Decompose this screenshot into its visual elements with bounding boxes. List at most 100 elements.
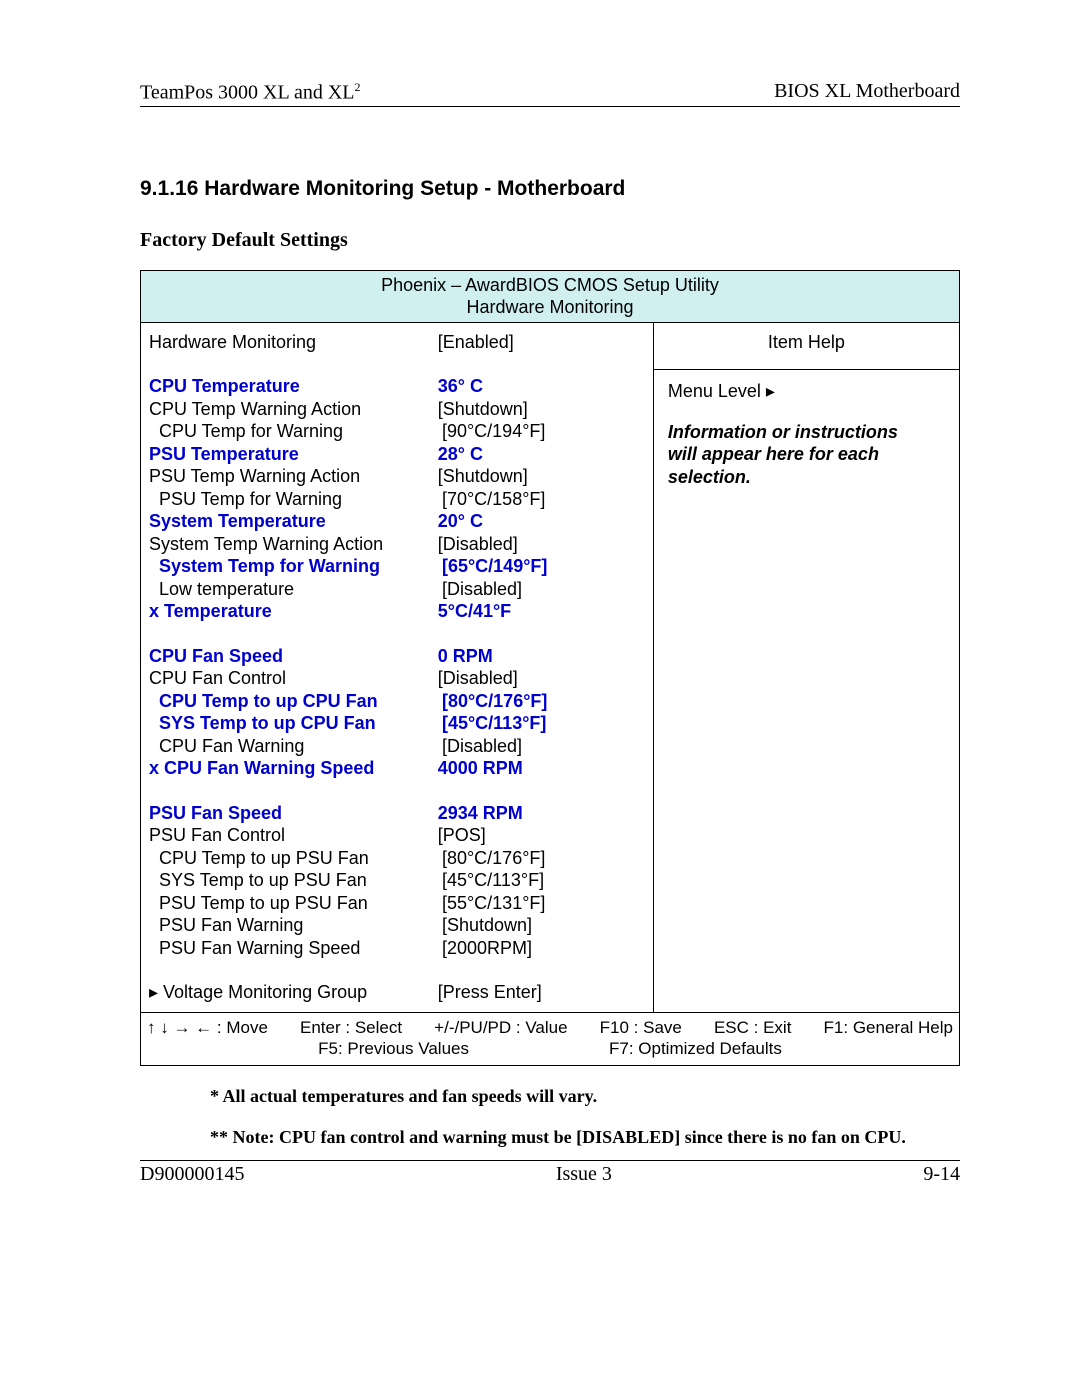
key-f7: F7: Optimized Defaults xyxy=(609,1038,782,1059)
setting-label: CPU Temp Warning Action xyxy=(149,398,438,421)
bios-settings-list: Hardware Monitoring[Enabled]CPU Temperat… xyxy=(141,323,654,1012)
setting-value: [80°C/176°F] xyxy=(442,847,647,870)
setting-label: PSU Temperature xyxy=(149,443,438,466)
sub-title: Factory Default Settings xyxy=(140,229,960,252)
setting-row: PSU Fan Control[POS] xyxy=(149,824,647,847)
bios-help-pane: Item Help Menu Level ▸ Information or in… xyxy=(654,323,959,1012)
setting-row: PSU Temp to up PSU Fan[55°C/131°F] xyxy=(149,892,647,915)
setting-value: [Press Enter] xyxy=(438,981,647,1004)
footer-right: 9-14 xyxy=(923,1163,960,1186)
footer-left: D900000145 xyxy=(140,1163,244,1186)
notes-block: * All actual temperatures and fan speeds… xyxy=(210,1086,920,1148)
setting-value: [55°C/131°F] xyxy=(442,892,647,915)
setting-row: PSU Fan Warning Speed[2000RPM] xyxy=(149,937,647,960)
setting-row: System Temperature 20° C xyxy=(149,510,647,533)
header-left-sup: 2 xyxy=(355,80,361,94)
setting-label: Low temperature xyxy=(149,578,442,601)
help-title: Item Help xyxy=(654,323,959,371)
setting-value: [POS] xyxy=(438,824,647,847)
setting-label: PSU Fan Warning Speed xyxy=(149,937,442,960)
setting-value: [Shutdown] xyxy=(438,465,647,488)
setting-value: [80°C/176°F] xyxy=(442,690,647,713)
setting-value: [Disabled] xyxy=(438,667,647,690)
setting-label: PSU Temp to up PSU Fan xyxy=(149,892,442,915)
setting-value: [65°C/149°F] xyxy=(442,555,647,578)
setting-label: x Temperature xyxy=(149,600,438,623)
bios-title-1: Phoenix – AwardBIOS CMOS Setup Utility xyxy=(141,274,959,297)
setting-label: System Temperature xyxy=(149,510,438,533)
setting-value: 5°C/41°F xyxy=(438,600,647,623)
setting-value: [Enabled] xyxy=(438,331,647,354)
setting-row: PSU Temp for Warning[70°C/158°F] xyxy=(149,488,647,511)
setting-label: x CPU Fan Warning Speed xyxy=(149,757,438,780)
setting-label: CPU Fan Warning xyxy=(149,735,442,758)
setting-row: CPU Temp to up CPU Fan[80°C/176°F] xyxy=(149,690,647,713)
setting-value: [45°C/113°F] xyxy=(442,712,647,735)
setting-label: ▸ Voltage Monitoring Group xyxy=(149,981,438,1004)
key-arrows: ↑ ↓ → ← : Move xyxy=(147,1017,268,1038)
section-title: 9.1.16 Hardware Monitoring Setup - Mothe… xyxy=(140,177,960,201)
header-right: BIOS XL Motherboard xyxy=(774,80,960,105)
setting-row: CPU Fan Control[Disabled] xyxy=(149,667,647,690)
setting-label: PSU Temp for Warning xyxy=(149,488,442,511)
bios-header: Phoenix – AwardBIOS CMOS Setup Utility H… xyxy=(141,271,959,323)
setting-label: PSU Fan Control xyxy=(149,824,438,847)
note-2: ** Note: CPU fan control and warning mus… xyxy=(210,1127,920,1148)
setting-label: System Temp Warning Action xyxy=(149,533,438,556)
setting-value: 36° C xyxy=(438,375,647,398)
setting-label: CPU Fan Control xyxy=(149,667,438,690)
setting-label: PSU Temp Warning Action xyxy=(149,465,438,488)
setting-label: CPU Temperature xyxy=(149,375,438,398)
setting-value: 0 RPM xyxy=(438,645,647,668)
setting-value: 4000 RPM xyxy=(438,757,647,780)
setting-value: [2000RPM] xyxy=(442,937,647,960)
header-left-text: TeamPos 3000 XL and XL xyxy=(140,82,355,104)
setting-label: System Temp for Warning xyxy=(149,555,442,578)
setting-value: [Disabled] xyxy=(438,533,647,556)
setting-value: 28° C xyxy=(438,443,647,466)
setting-value: [Shutdown] xyxy=(442,914,647,937)
setting-value: [Shutdown] xyxy=(438,398,647,421)
setting-label: SYS Temp to up PSU Fan xyxy=(149,869,442,892)
key-value: +/-/PU/PD : Value xyxy=(434,1017,567,1038)
bios-key-legend: ↑ ↓ → ← : Move Enter : Select +/-/PU/PD … xyxy=(141,1012,959,1066)
key-exit: ESC : Exit xyxy=(714,1017,791,1038)
key-f5: F5: Previous Values xyxy=(318,1038,469,1059)
setting-row: System Temp Warning Action[Disabled] xyxy=(149,533,647,556)
setting-row: SYS Temp to up CPU Fan[45°C/113°F] xyxy=(149,712,647,735)
setting-row: CPU Fan Warning[Disabled] xyxy=(149,735,647,758)
setting-row: CPU Fan Speed0 RPM xyxy=(149,645,647,668)
footer-center: Issue 3 xyxy=(556,1163,612,1186)
setting-row: CPU Temp for Warning[90°C/194°F] xyxy=(149,420,647,443)
key-help: F1: General Help xyxy=(824,1017,953,1038)
key-save: F10 : Save xyxy=(600,1017,682,1038)
setting-row: CPU Temp to up PSU Fan[80°C/176°F] xyxy=(149,847,647,870)
setting-label: Hardware Monitoring xyxy=(149,331,438,354)
page-header: TeamPos 3000 XL and XL2 BIOS XL Motherbo… xyxy=(140,80,960,107)
setting-row: System Temp for Warning[65°C/149°F] xyxy=(149,555,647,578)
setting-value: 2934 RPM xyxy=(438,802,647,825)
bios-title-2: Hardware Monitoring xyxy=(141,296,959,319)
setting-label: CPU Fan Speed xyxy=(149,645,438,668)
setting-value: [90°C/194°F] xyxy=(442,420,647,443)
setting-row: x Temperature5°C/41°F xyxy=(149,600,647,623)
note-1: * All actual temperatures and fan speeds… xyxy=(210,1086,920,1107)
setting-row: Hardware Monitoring[Enabled] xyxy=(149,331,647,354)
page-footer: D900000145 Issue 3 9-14 xyxy=(140,1160,960,1186)
setting-row: PSU Temperature 28° C xyxy=(149,443,647,466)
setting-row: ▸ Voltage Monitoring Group[Press Enter] xyxy=(149,981,647,1004)
setting-label: PSU Fan Speed xyxy=(149,802,438,825)
setting-row: PSU Temp Warning Action[Shutdown] xyxy=(149,465,647,488)
setting-value: [Disabled] xyxy=(442,578,647,601)
setting-value: [Disabled] xyxy=(442,735,647,758)
setting-value: [45°C/113°F] xyxy=(442,869,647,892)
setting-row: Low temperature[Disabled] xyxy=(149,578,647,601)
setting-label: SYS Temp to up CPU Fan xyxy=(149,712,442,735)
setting-row: CPU Temperature36° C xyxy=(149,375,647,398)
setting-value: [70°C/158°F] xyxy=(442,488,647,511)
menu-level: Menu Level ▸ xyxy=(668,380,945,403)
setting-label: CPU Temp for Warning xyxy=(149,420,442,443)
bios-panel: Phoenix – AwardBIOS CMOS Setup Utility H… xyxy=(140,270,960,1067)
help-text-line2: will appear here for each selection. xyxy=(668,443,945,488)
setting-row: PSU Fan Warning[Shutdown] xyxy=(149,914,647,937)
